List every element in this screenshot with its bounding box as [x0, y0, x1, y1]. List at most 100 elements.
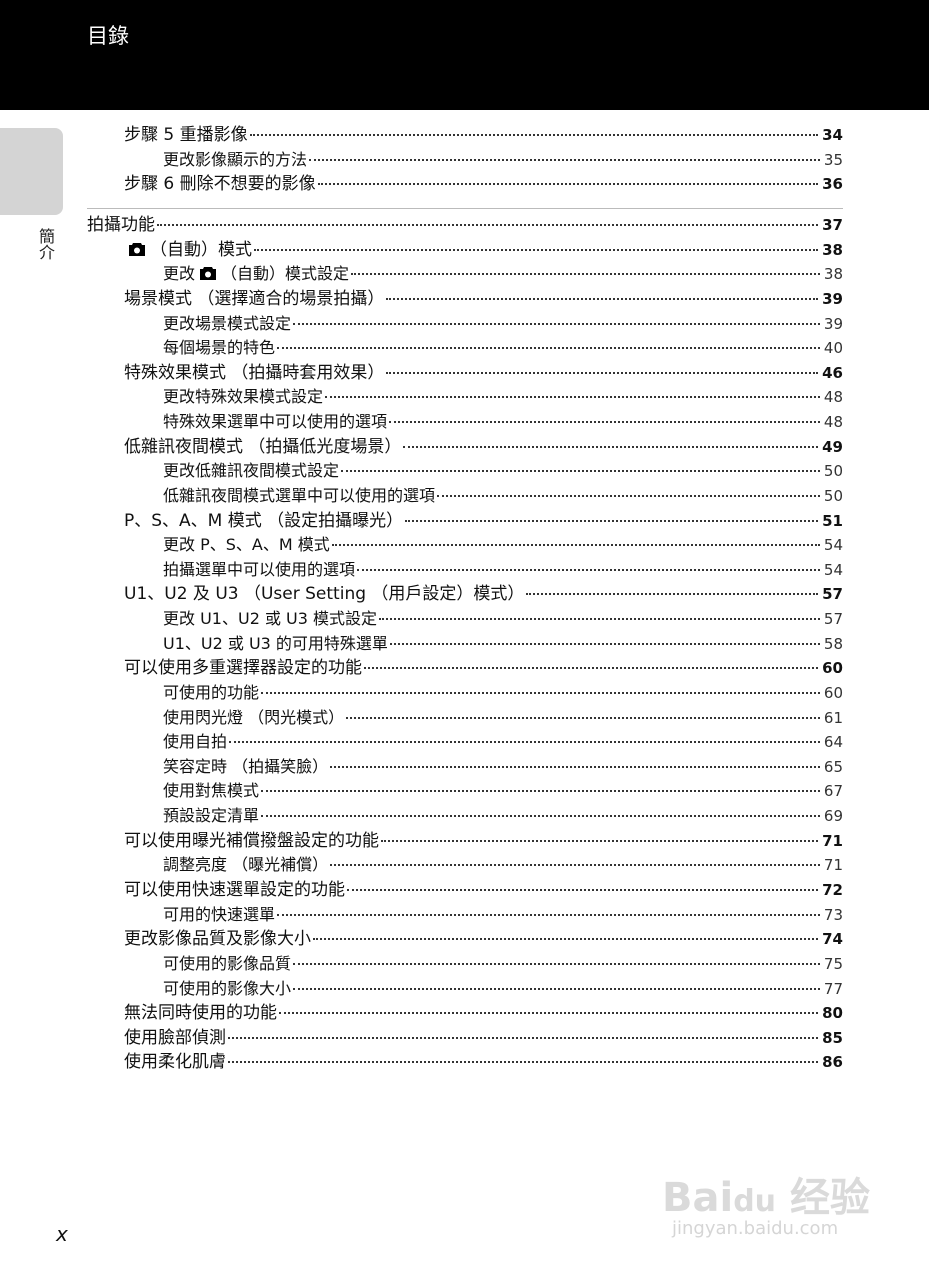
- toc-entry-title: 更改 （自動）模式設定: [163, 262, 349, 288]
- toc-entry[interactable]: 拍攝選單中可以使用的選項 54: [163, 558, 843, 582]
- toc-entry[interactable]: 笑容定時 （拍攝笑臉） 65: [163, 755, 843, 779]
- toc-entry-title: 預設設定清單: [163, 806, 260, 826]
- toc-entry[interactable]: 可以使用曝光補償撥盤設定的功能 71: [124, 829, 843, 853]
- toc-entry[interactable]: 可用的快速選單 73: [163, 903, 843, 927]
- dot-leader: [341, 470, 820, 473]
- toc-entry[interactable]: 更改低雜訊夜間模式設定 50: [163, 459, 843, 483]
- toc-entry[interactable]: U1、U2 或 U3 的可用特殊選單 58: [163, 632, 843, 656]
- camera-icon: [128, 240, 146, 264]
- toc-entry[interactable]: 更改特殊效果模式設定 48: [163, 385, 843, 409]
- toc-entry-title: 無法同時使用的功能: [124, 1003, 277, 1024]
- toc-entry[interactable]: 更改影像顯示的方法 35: [163, 148, 843, 172]
- toc-entry[interactable]: 低雜訊夜間模式選單中可以使用的選項 50: [163, 484, 843, 508]
- toc-entry[interactable]: 可以使用多重選擇器設定的功能 60: [124, 656, 843, 680]
- toc-entry-title: 可使用的影像大小: [163, 978, 292, 998]
- toc-page-number: 49: [822, 437, 843, 456]
- toc-page-number: 54: [823, 536, 843, 555]
- toc-entry-title: 更改場景模式設定: [163, 313, 292, 333]
- toc-entry[interactable]: 使用閃光燈 （閃光模式） 61: [163, 706, 843, 730]
- toc-entry[interactable]: （自動）模式 38: [124, 238, 843, 262]
- toc-entry[interactable]: 步驟 6 刪除不想要的影像 36: [124, 172, 843, 196]
- toc-entry[interactable]: U1、U2 及 U3 （User Setting （用戶設定）模式） 57: [124, 582, 843, 606]
- toc-page-number: 39: [822, 289, 843, 308]
- toc-entry[interactable]: 可使用的影像大小 77: [163, 977, 843, 1001]
- toc-entry-title: 特殊效果選單中可以使用的選項: [163, 412, 388, 432]
- toc-entry-prefix: 更改: [163, 264, 196, 284]
- dot-leader: [249, 134, 819, 136]
- toc-entry[interactable]: 更改 P、S、A、M 模式 54: [163, 533, 843, 557]
- toc-page-number: 72: [822, 881, 843, 899]
- toc-page-number: 46: [822, 363, 843, 382]
- toc-entry-title: 低雜訊夜間模式 （拍攝低光度場景）: [124, 436, 402, 457]
- toc-page-number: 51: [822, 511, 843, 530]
- toc-page-number: 73: [823, 905, 843, 924]
- toc-entry[interactable]: 可使用的影像品質 75: [163, 952, 843, 976]
- toc-entry-title: 可以使用多重選擇器設定的功能: [124, 658, 362, 679]
- toc-entry[interactable]: 更改 （自動）模式設定 38: [163, 262, 843, 286]
- dot-leader: [309, 158, 820, 161]
- toc-entry[interactable]: 更改影像品質及影像大小 74: [124, 927, 843, 951]
- toc-entry-title: 每個場景的特色: [163, 338, 276, 358]
- dot-leader: [313, 938, 819, 941]
- toc-page-number: 74: [822, 930, 843, 949]
- dot-leader: [261, 815, 820, 818]
- toc-page-number: 35: [823, 150, 843, 169]
- toc-page-number: 85: [822, 1028, 843, 1047]
- page-number: x: [56, 1222, 68, 1246]
- toc-page-number: 75: [823, 954, 843, 973]
- toc-entry[interactable]: 預設設定清單 69: [163, 804, 843, 828]
- toc-entry[interactable]: P、S、A、M 模式 （設定拍攝曝光） 51: [124, 509, 843, 533]
- toc-page-number: 65: [823, 757, 843, 776]
- toc-entry-title: 笑容定時 （拍攝笑臉）: [163, 756, 329, 776]
- toc-entry-title: 調整亮度 （曝光補償）: [163, 855, 329, 875]
- toc-entry[interactable]: 步驟 5 重播影像 34: [124, 123, 843, 147]
- toc-entry[interactable]: 特殊效果模式 （拍攝時套用效果） 46: [124, 361, 843, 385]
- dot-leader: [261, 790, 820, 793]
- toc-entry-title: 特殊效果模式 （拍攝時套用效果）: [124, 362, 385, 383]
- dot-leader: [379, 618, 820, 621]
- toc-page-number: 58: [823, 634, 843, 653]
- toc-entry-title: 步驟 6 刪除不想要的影像: [124, 174, 316, 195]
- toc-entry-title: 更改影像品質及影像大小: [124, 929, 311, 950]
- dot-leader: [277, 913, 820, 916]
- toc-entry[interactable]: 可以使用快速選單設定的功能 72: [124, 878, 843, 902]
- toc-entry[interactable]: 使用自拍 64: [163, 730, 843, 754]
- toc-entry-title: 拍攝功能: [87, 215, 155, 235]
- toc-entry[interactable]: 低雜訊夜間模式 （拍攝低光度場景） 49: [124, 435, 843, 459]
- toc-entry[interactable]: 更改 U1、U2 或 U3 模式設定 57: [163, 607, 843, 631]
- toc-entry-title: 步驟 5 重播影像: [124, 125, 248, 145]
- toc-page-number: 38: [822, 240, 843, 259]
- page-title: 目錄: [87, 24, 129, 48]
- toc-entry[interactable]: 使用對焦模式 67: [163, 779, 843, 803]
- dot-leader: [228, 1061, 819, 1064]
- toc-entry[interactable]: 調整亮度 （曝光補償） 71: [163, 853, 843, 877]
- section-tab-label: 簡介: [36, 228, 55, 260]
- dot-leader: [389, 421, 820, 424]
- toc-page-number: 80: [822, 1004, 843, 1023]
- toc-entry[interactable]: 使用柔化肌膚 86: [124, 1050, 843, 1074]
- dot-leader: [317, 183, 819, 186]
- dot-leader: [526, 593, 819, 596]
- toc-entry[interactable]: 特殊效果選單中可以使用的選項 48: [163, 410, 843, 434]
- toc-page-number: 77: [823, 979, 843, 998]
- dot-leader: [331, 544, 820, 547]
- toc-entry[interactable]: 使用臉部偵測 85: [124, 1026, 843, 1050]
- toc-entry[interactable]: 無法同時使用的功能 80: [124, 1001, 843, 1025]
- toc-entry[interactable]: 場景模式 （選擇適合的場景拍攝） 39: [124, 287, 843, 311]
- toc-page-number: 69: [823, 807, 843, 826]
- dot-leader: [437, 494, 820, 497]
- dot-leader: [293, 322, 820, 325]
- dot-leader: [229, 741, 820, 744]
- toc-entry[interactable]: 更改場景模式設定 39: [163, 312, 843, 336]
- dot-leader: [346, 716, 820, 719]
- toc-entry-title: U1、U2 或 U3 的可用特殊選單: [163, 633, 388, 653]
- toc-entry-title: 使用臉部偵測: [124, 1027, 226, 1048]
- toc-page-number: 67: [823, 782, 843, 801]
- toc-entry[interactable]: 拍攝功能 37: [87, 213, 843, 237]
- dot-leader: [405, 519, 819, 522]
- dot-leader: [157, 224, 819, 226]
- toc-entry-title: 可使用的功能: [163, 682, 260, 702]
- toc-entry[interactable]: 每個場景的特色 40: [163, 336, 843, 360]
- toc-entry[interactable]: 可使用的功能 60: [163, 681, 843, 705]
